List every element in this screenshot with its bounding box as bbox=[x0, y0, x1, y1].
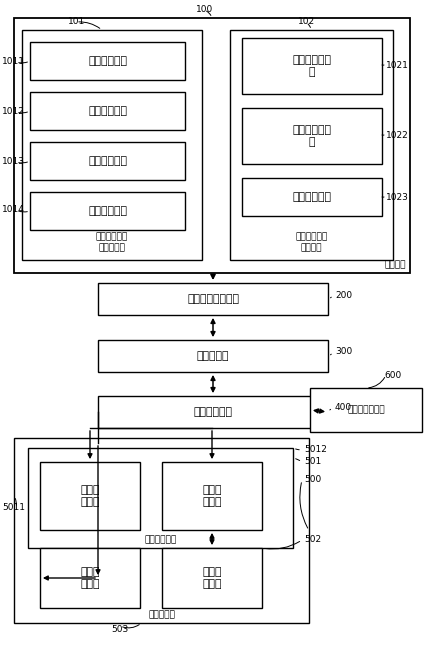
Text: 数据传输设备: 数据传输设备 bbox=[193, 407, 232, 417]
Bar bbox=[28, 448, 293, 548]
Bar bbox=[242, 178, 382, 216]
Text: 温度采集单元: 温度采集单元 bbox=[88, 206, 127, 216]
Text: 分析反
馈模块: 分析反 馈模块 bbox=[202, 485, 222, 507]
Text: 501: 501 bbox=[304, 457, 321, 467]
Text: 400: 400 bbox=[335, 404, 352, 413]
Text: 总电流采集单
元: 总电流采集单 元 bbox=[292, 125, 332, 147]
Text: 300: 300 bbox=[335, 347, 352, 356]
Text: 100: 100 bbox=[196, 5, 213, 14]
Bar bbox=[22, 30, 202, 260]
Bar bbox=[40, 548, 140, 608]
Text: 502: 502 bbox=[304, 535, 321, 544]
Text: 1012: 1012 bbox=[2, 108, 25, 117]
Text: 1011: 1011 bbox=[2, 58, 25, 67]
Text: 功能设
置模块: 功能设 置模块 bbox=[80, 567, 100, 589]
Bar bbox=[162, 548, 262, 608]
Text: 内阻采集单元: 内阻采集单元 bbox=[88, 156, 127, 166]
Bar bbox=[30, 92, 185, 130]
Text: 1022: 1022 bbox=[386, 130, 409, 139]
Bar bbox=[98, 396, 328, 428]
Text: 101: 101 bbox=[68, 17, 85, 27]
Bar bbox=[98, 340, 328, 372]
Bar bbox=[162, 462, 262, 530]
Text: 数据分析处理设备: 数据分析处理设备 bbox=[187, 294, 239, 304]
Text: 存储服务器: 存储服务器 bbox=[197, 351, 229, 361]
Bar bbox=[30, 42, 185, 80]
Text: 蓄电池单体状
态采集模块: 蓄电池单体状 态采集模块 bbox=[96, 233, 128, 252]
Text: 电压采集单元: 电压采集单元 bbox=[88, 56, 127, 66]
Text: 提醒告
警模块: 提醒告 警模块 bbox=[202, 567, 222, 589]
Text: 数据查
询模块: 数据查 询模块 bbox=[80, 485, 100, 507]
Text: 1014: 1014 bbox=[2, 205, 25, 214]
Text: 湿度采集单元: 湿度采集单元 bbox=[292, 192, 332, 202]
Text: 蓄电池组状态
采集模块: 蓄电池组状态 采集模块 bbox=[295, 233, 328, 252]
Text: 1023: 1023 bbox=[386, 192, 409, 202]
Text: 1021: 1021 bbox=[386, 60, 409, 69]
Bar bbox=[30, 142, 185, 180]
Bar bbox=[242, 108, 382, 164]
Text: 1013: 1013 bbox=[2, 157, 25, 167]
Bar bbox=[40, 462, 140, 530]
Bar bbox=[98, 283, 328, 315]
Text: 500: 500 bbox=[304, 476, 321, 485]
Text: 5011: 5011 bbox=[2, 503, 25, 513]
Text: 监测设备: 监测设备 bbox=[385, 260, 406, 269]
Bar bbox=[30, 192, 185, 230]
Text: 600: 600 bbox=[384, 371, 401, 380]
Text: 102: 102 bbox=[298, 17, 315, 27]
Text: 503: 503 bbox=[111, 625, 129, 634]
Bar bbox=[230, 30, 393, 260]
Bar bbox=[310, 388, 422, 432]
Text: 总电压采集单
元: 总电压采集单 元 bbox=[292, 55, 332, 77]
Text: 200: 200 bbox=[335, 290, 352, 299]
Bar bbox=[242, 38, 382, 94]
Bar bbox=[14, 18, 410, 273]
Bar bbox=[14, 438, 309, 623]
Text: 客户端设备: 客户端设备 bbox=[148, 610, 175, 619]
Text: 5012: 5012 bbox=[304, 446, 327, 454]
Text: 电流采集单元: 电流采集单元 bbox=[88, 106, 127, 116]
Text: 数据记录平台: 数据记录平台 bbox=[144, 535, 177, 544]
Text: 手持式显示终端: 手持式显示终端 bbox=[347, 406, 385, 415]
